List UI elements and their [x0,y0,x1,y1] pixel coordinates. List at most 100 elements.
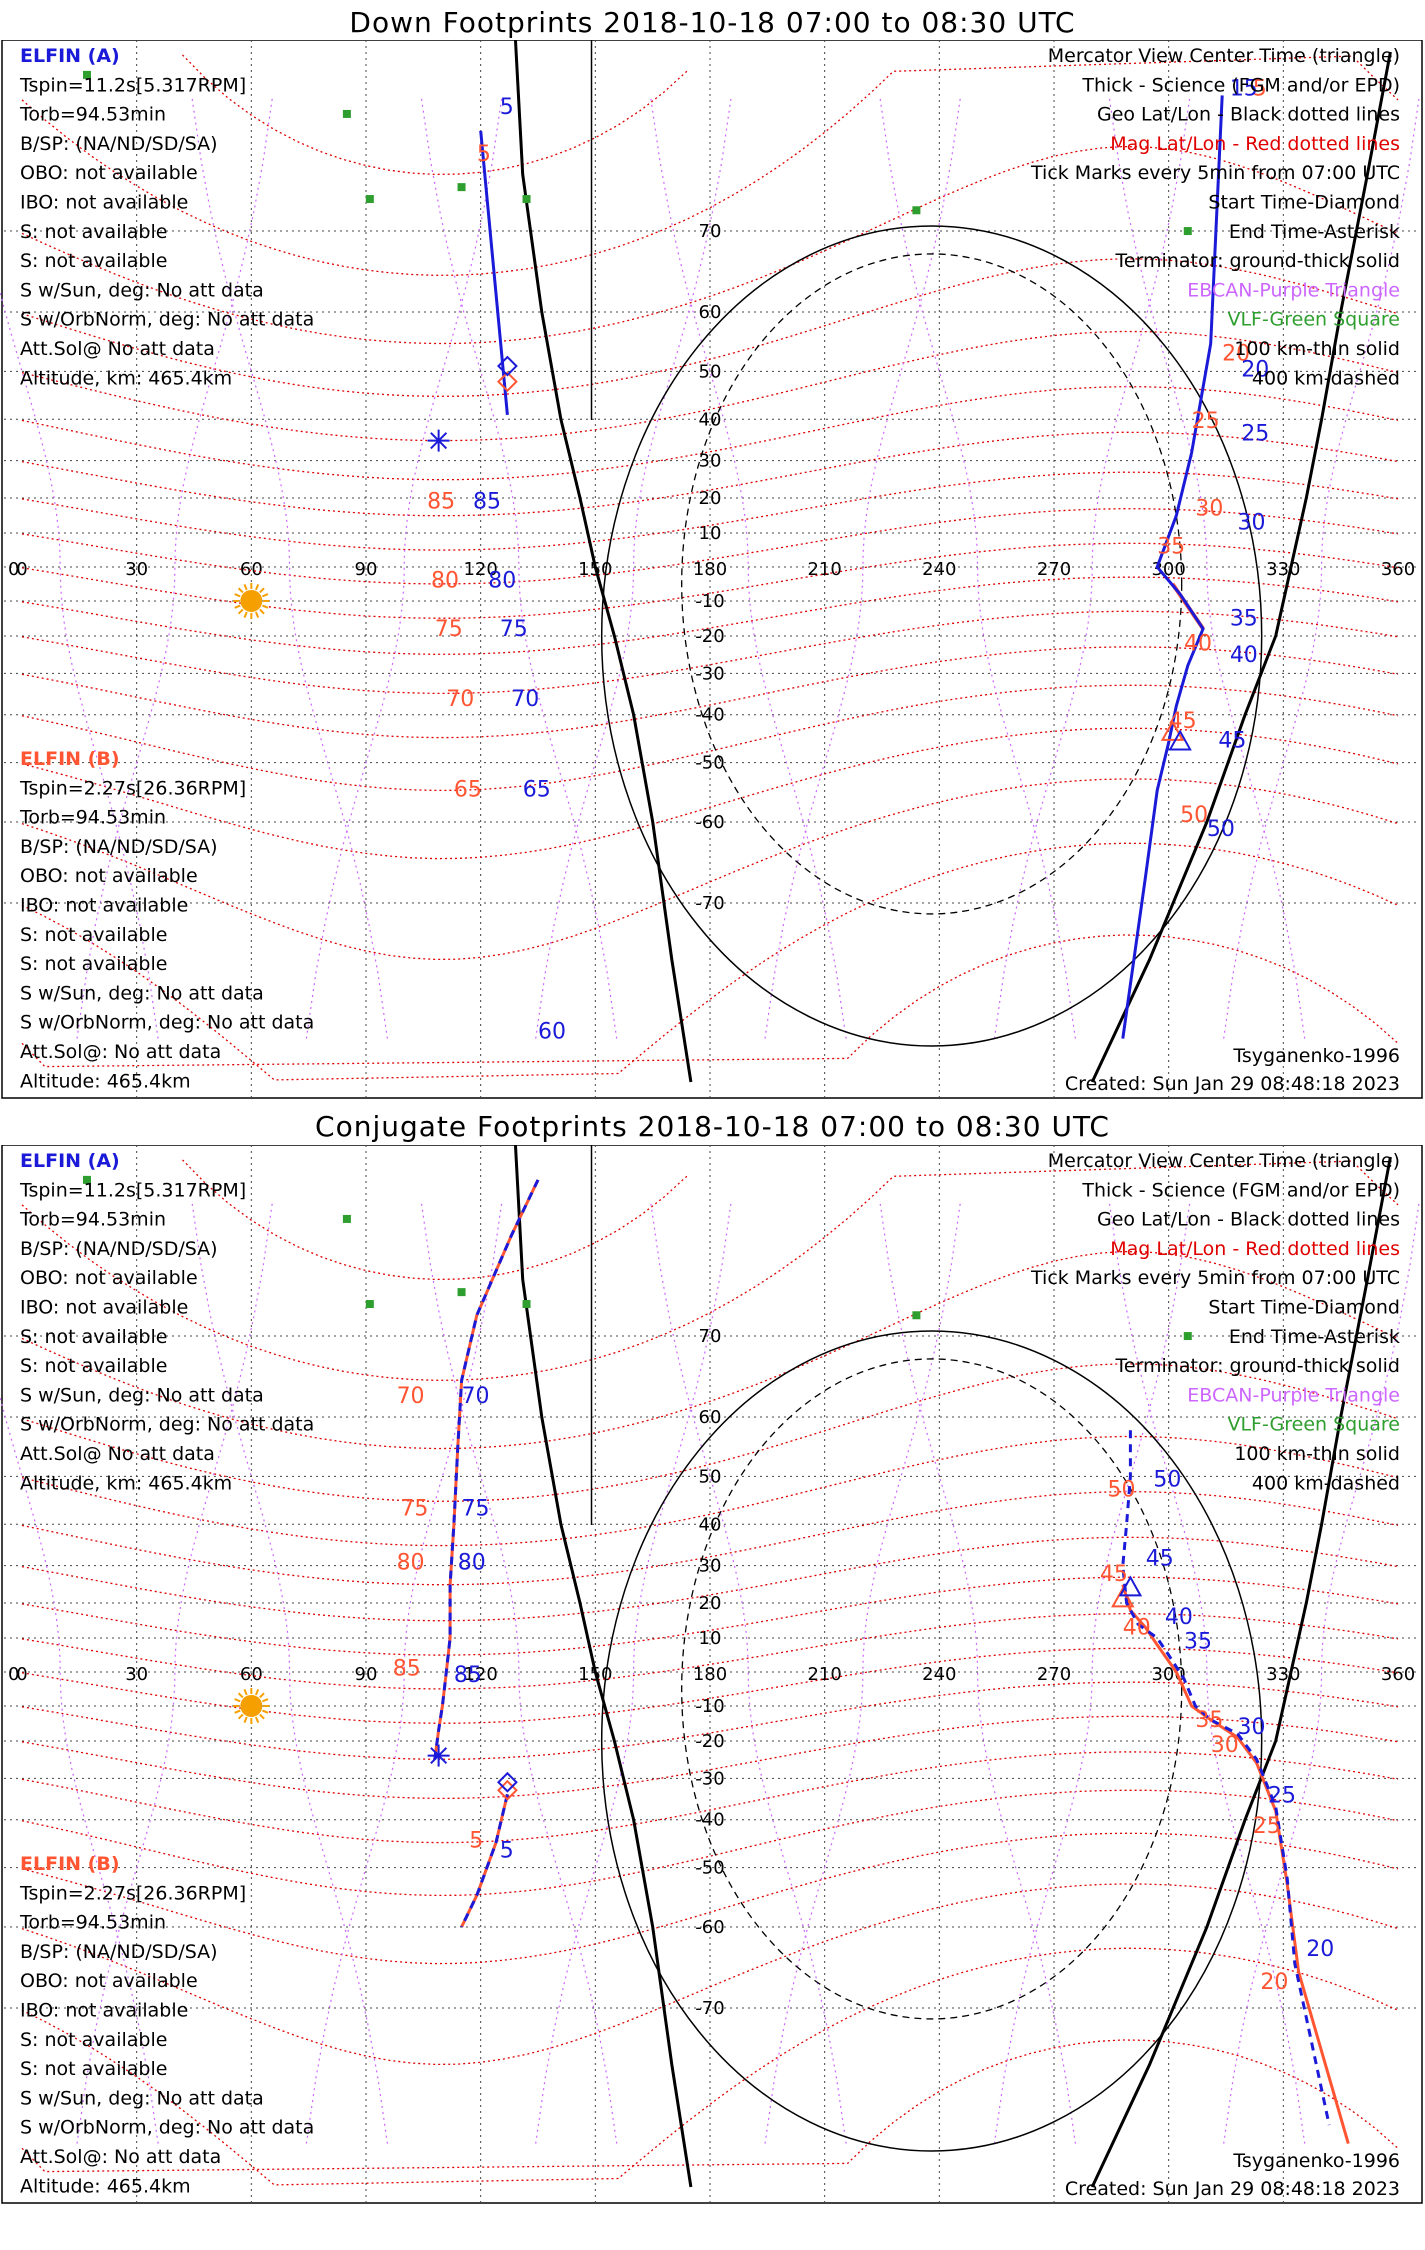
fov-400km-ellipse [681,1358,1183,2020]
elfin-a-info-line: Torb=94.53min [19,1209,166,1231]
vlf-square [82,1175,91,1184]
vlf-square [522,1300,531,1309]
elfin-b-tick-label: 80 [431,568,459,593]
x-tick-label: 60 [240,1664,263,1685]
sun-ray [234,1698,241,1703]
sun-ray [255,1716,260,1723]
y-tick-label: -20 [695,1731,724,1752]
panel-title-conjugate: Conjugate Footprints 2018-10-18 07:00 to… [315,1110,1110,1143]
elfin-b-info-line: S w/Sun, deg: No att data [20,982,264,1004]
elfin-b-tick-label: 35 [1157,534,1185,559]
vlf-square [912,206,921,215]
elfin-a-info-line: S: not available [20,1355,167,1377]
elfin-b-info-line: S: not available [20,2029,167,2051]
elfin-a-tick-label: 20 [1241,358,1269,383]
legend-line: EBCAN-Purple Triangle [1187,279,1400,301]
elfin-b-info-line: S w/Sun, deg: No att data [20,2087,264,2109]
y-tick-label: -40 [695,1810,724,1831]
elfin-a-info-line: IBO: not available [20,192,188,214]
elfin-a-info-line: OBO: not available [20,1267,198,1289]
x-tick-label: 300 [1151,559,1185,580]
y-tick-label: 50 [699,1466,722,1487]
y-tick-label: -50 [695,753,724,774]
x-tick-label: 0 [8,559,19,580]
created-label: Created: Sun Jan 29 08:48:18 2023 [1065,1073,1400,1095]
elfin-a-tick-label: 70 [511,687,539,712]
legend-line: 400 km-dashed [1252,1472,1400,1494]
model-label: Tsyganenko-1996 [1232,1045,1400,1067]
legend-line: EBCAN-Purple Triangle [1187,1384,1400,1406]
elfin-b-tick-label: 40 [1184,632,1212,657]
elfin-a-info-line: Att.Sol@ No att data [20,338,215,360]
elfin-b-info-line: Tspin=2.27s[26.36RPM] [19,1882,246,1904]
legend-line: Start Time-Diamond [1208,1297,1400,1319]
legend-line: Terminator: ground-thick solid [1115,1355,1401,1377]
elfin-b-info-line: S w/OrbNorm, deg: No att data [20,2117,314,2139]
sun-ray [243,583,248,591]
elfin-b-info-line: Torb=94.53min [19,807,166,829]
elfin-a-tick-label: 35 [1230,606,1258,631]
elfin-b-info-line: IBO: not available [20,895,188,917]
elfin-a-tick-label: 50 [1207,817,1235,842]
mag-lat-curve [21,1883,1399,2066]
elfin-a-tick-label: 25 [1268,1784,1296,1809]
legend-line: Start Time-Diamond [1208,192,1400,214]
mag-lat-curve [21,508,1399,585]
elfin-a-tick-label: 75 [462,1496,490,1521]
y-tick-label: 40 [699,409,722,430]
elfin-a-tick-label: 80 [458,1551,486,1576]
elfin-a-info-line: S w/Sun, deg: No att data [20,1384,264,1406]
vlf-square [365,195,374,204]
mag-lat-curve [21,1647,1399,1724]
elfin-b-tick-label: 50 [1108,1478,1136,1503]
mag-lat-curve [21,934,1399,1068]
mag-lat-curve [182,54,688,176]
elfin-b-info-line: OBO: not available [20,1970,198,1992]
sun-ray [255,583,260,591]
elfin-b-tick-label: 75 [435,617,463,642]
elfin-b-tick-label: 80 [397,1551,425,1576]
mag-lat-curve [21,1613,1399,1690]
elfin-a-info-line: IBO: not available [20,1297,188,1319]
start-diamond-a [497,1771,518,1793]
x-tick-label: 0 [8,1664,19,1685]
x-tick-label: 270 [1037,1664,1071,1685]
legend-line: End Time-Asterisk [1229,221,1400,243]
y-tick-label: -50 [695,1858,724,1879]
sun-ray [234,1709,241,1714]
x-tick-label: 240 [922,1664,956,1685]
elfin-b-tick-label: 40 [1123,1616,1151,1641]
elfin-a-info-line: S: not available [20,221,167,243]
center-triangle-b [1160,719,1185,741]
elfin-b-tick-label: 5 [1253,76,1267,101]
sun-ray [255,611,260,618]
sun-ray [237,1713,244,1720]
sun-ray [255,1688,260,1696]
elfin-a-info-line: S w/OrbNorm, deg: No att data [20,309,314,331]
elfin-b-info-line: B/SP: (NA/ND/SD/SA) [20,1941,218,1963]
center-triangle-a [1118,1575,1143,1597]
sun-ray [234,604,241,609]
legend-line: Geo Lat/Lon - Black dotted lines [1097,104,1400,126]
elfin-b-info-line: Altitude: 465.4km [20,1070,191,1092]
elfin-a-info-line: Att.Sol@ No att data [20,1443,215,1465]
elfin-a-info-line: Altitude, km: 465.4km [20,1472,232,1494]
y-tick-label: 60 [699,1407,722,1428]
elfin-b-info-line: Tspin=2.27s[26.36RPM] [19,777,246,799]
mag-lon-curve [993,95,1191,1039]
mag-lat-curve [21,1681,1399,1760]
sun-ray [243,1688,248,1696]
y-tick-label: -70 [695,1998,724,2019]
elfin-b-tick-label: 85 [427,490,455,515]
fov-400km-ellipse [681,253,1183,915]
model-label: Tsyganenko-1996 [1232,2150,1400,2172]
elfin-a-info-line: Tspin=11.2s[5.317RPM] [19,1179,246,1201]
legend-line: Mercator View Center Time (triangle) [1048,45,1400,67]
elfin-a-track [1121,95,1224,1039]
elfin-b-info-line: OBO: not available [20,865,198,887]
plot-frame [1,40,1423,1099]
y-tick-label: -20 [695,626,724,647]
start-diamond-b [497,371,518,393]
elfin-a-tick-label: 70 [462,1384,490,1409]
elfin-a-info-line: S w/Sun, deg: No att data [20,279,264,301]
